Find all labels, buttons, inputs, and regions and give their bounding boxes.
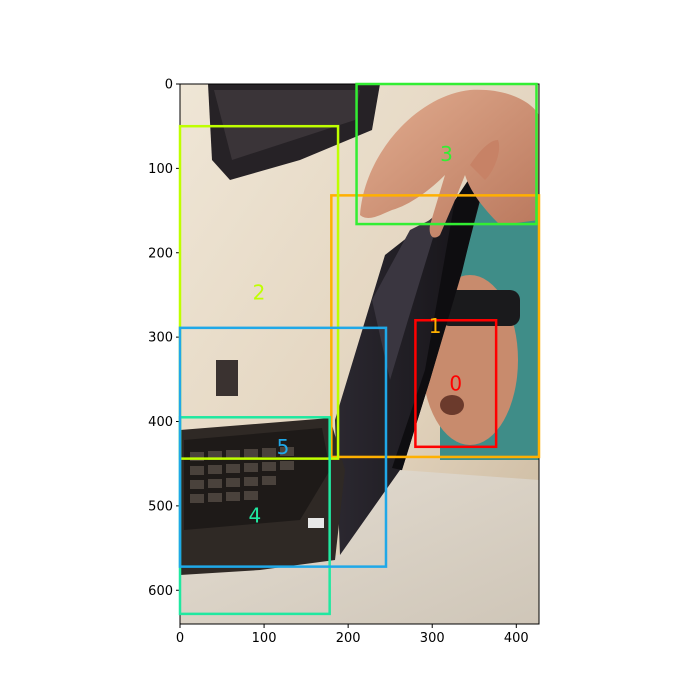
y-tick-label: 400 [148,415,173,430]
y-tick-label: 300 [148,331,173,346]
bounding-box-1 [330,194,541,459]
x-tick-label: 300 [420,631,445,646]
bounding-box-label-5: 5 [277,435,290,459]
bounding-box-5 [178,326,388,568]
y-tick-label: 200 [148,246,173,261]
x-axis: 0 100 200 300 400 [176,624,529,646]
x-tick-label: 200 [336,631,361,646]
bounding-box-label-2: 2 [253,280,266,304]
x-tick-label: 400 [504,631,529,646]
y-axis: 0 100 200 300 400 500 600 [148,78,180,599]
bounding-box-2 [178,124,340,460]
x-tick-label: 0 [176,631,184,646]
y-tick-label: 600 [148,584,173,599]
bounding-box-3 [355,82,538,226]
bounding-box-label-3: 3 [440,142,453,166]
y-tick-label: 0 [165,78,173,93]
bounding-boxes: 0 1 2 3 4 5 [178,82,541,616]
bounding-box-label-0: 0 [449,372,462,396]
y-tick-label: 100 [148,162,173,177]
photo [180,84,539,624]
bounding-box-0 [414,319,498,449]
y-tick-label: 500 [148,499,173,514]
bounding-box-label-4: 4 [248,504,261,528]
x-tick-label: 100 [252,631,277,646]
bounding-box-label-1: 1 [429,314,442,338]
